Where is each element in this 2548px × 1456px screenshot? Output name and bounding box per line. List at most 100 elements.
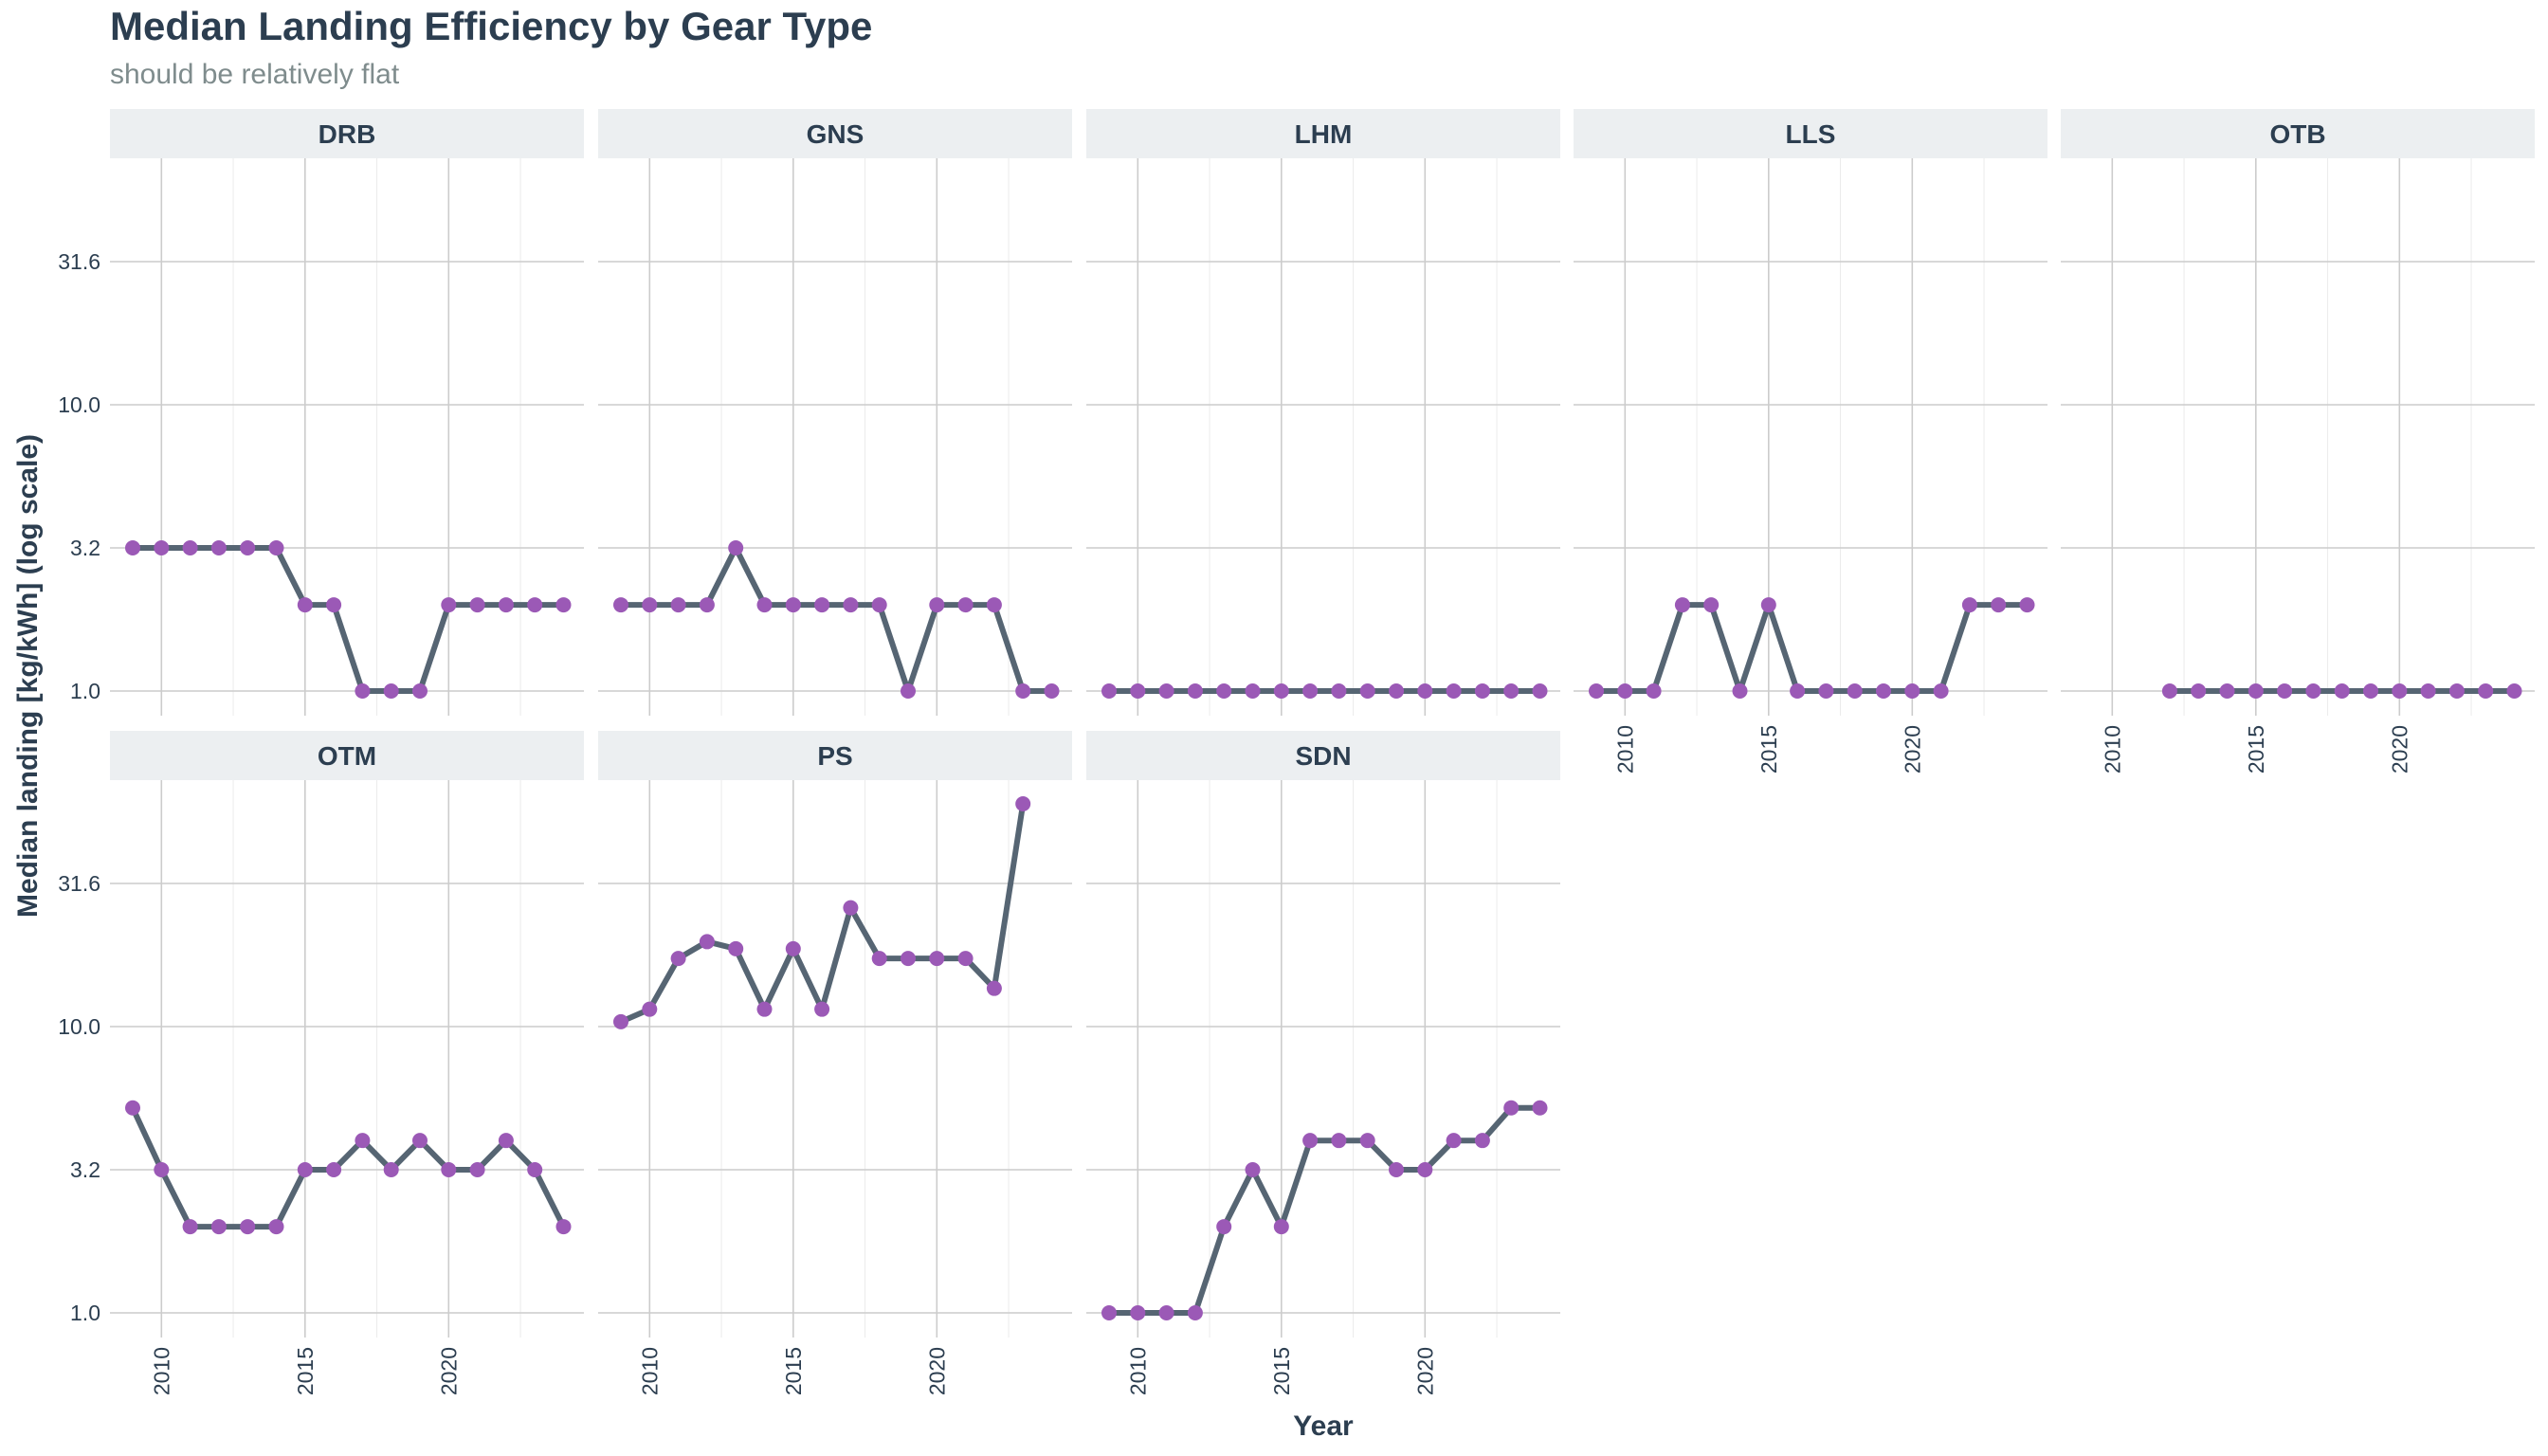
data-point bbox=[699, 597, 715, 613]
x-tick-label: 2010 bbox=[637, 1347, 662, 1395]
data-point bbox=[555, 1219, 572, 1235]
strip-ps bbox=[598, 731, 1072, 780]
data-point bbox=[1044, 683, 1060, 699]
data-point bbox=[1847, 683, 1863, 699]
data-point bbox=[1991, 597, 2007, 613]
data-point bbox=[785, 597, 801, 613]
strip-label-lls: LLS bbox=[1786, 119, 1836, 149]
data-point bbox=[240, 540, 256, 556]
data-point bbox=[1158, 683, 1174, 699]
data-point bbox=[2019, 597, 2035, 613]
data-point bbox=[1187, 683, 1203, 699]
data-point bbox=[1732, 683, 1748, 699]
data-point bbox=[2478, 683, 2494, 699]
data-point bbox=[613, 597, 628, 613]
data-point bbox=[1158, 1305, 1174, 1320]
data-point bbox=[957, 951, 974, 967]
data-point bbox=[182, 1219, 198, 1235]
data-point bbox=[1273, 1219, 1289, 1235]
strip-otm bbox=[110, 731, 584, 780]
data-point bbox=[1589, 683, 1604, 699]
data-point bbox=[2191, 683, 2207, 699]
data-point bbox=[843, 900, 859, 916]
data-point bbox=[1818, 683, 1834, 699]
strip-otb bbox=[2061, 109, 2535, 158]
data-point bbox=[756, 1001, 773, 1017]
x-tick-label: 2020 bbox=[436, 1347, 461, 1395]
data-point bbox=[929, 951, 945, 967]
data-point bbox=[1245, 1162, 1261, 1178]
data-point bbox=[986, 597, 1002, 613]
data-point bbox=[785, 940, 801, 956]
data-point bbox=[1674, 597, 1690, 613]
data-point bbox=[1130, 1305, 1146, 1320]
x-tick-label: 2015 bbox=[1756, 725, 1781, 774]
data-point bbox=[2305, 683, 2321, 699]
data-point bbox=[1216, 1219, 1232, 1235]
strip-label-drb: DRB bbox=[318, 119, 376, 149]
data-point bbox=[613, 1013, 628, 1029]
y-tick-label: 1.0 bbox=[70, 1301, 100, 1325]
data-point bbox=[1446, 683, 1462, 699]
panel-lls: LLS 2010 2015 2020 bbox=[1574, 109, 2048, 774]
y-tick-label: 10.0 bbox=[58, 392, 100, 417]
data-point bbox=[125, 540, 140, 556]
data-point bbox=[2161, 683, 2177, 699]
panel-ps: PS 2010 2015 2020 bbox=[598, 731, 1072, 1395]
panel-otm: OTM 1.0 3.2 10.0 31.6 2010 2015 2020 bbox=[58, 731, 584, 1395]
data-point bbox=[871, 951, 887, 967]
data-point bbox=[901, 683, 916, 699]
data-point bbox=[1015, 795, 1031, 811]
x-tick-label: 2010 bbox=[149, 1347, 173, 1395]
data-point bbox=[441, 1162, 457, 1178]
x-axis-title: Year bbox=[1293, 1410, 1354, 1442]
data-point bbox=[1474, 1133, 1490, 1149]
data-point bbox=[1532, 683, 1548, 699]
data-point bbox=[2248, 683, 2264, 699]
series-line-sdn bbox=[1106, 1104, 1543, 1316]
data-point bbox=[814, 1001, 830, 1017]
data-point bbox=[642, 597, 658, 613]
data-point bbox=[498, 597, 514, 613]
data-point bbox=[1187, 1305, 1203, 1320]
data-point bbox=[756, 597, 773, 613]
strip-label-otb: OTB bbox=[2269, 119, 2325, 149]
data-point bbox=[1646, 683, 1662, 699]
data-point bbox=[355, 1133, 371, 1149]
series-line-drb bbox=[130, 545, 567, 694]
series-line-otm bbox=[130, 1104, 567, 1230]
data-point bbox=[1245, 683, 1261, 699]
data-point bbox=[412, 683, 428, 699]
data-point bbox=[986, 980, 1002, 996]
data-point bbox=[670, 597, 686, 613]
data-point bbox=[2363, 683, 2378, 699]
data-point bbox=[1389, 683, 1404, 699]
data-point bbox=[814, 597, 830, 613]
panel-drb: DRB 1.0 3.2 10.0 31.6 bbox=[58, 109, 584, 716]
data-point bbox=[1760, 597, 1776, 613]
data-point bbox=[642, 1001, 658, 1017]
data-point bbox=[2219, 683, 2235, 699]
data-point bbox=[1359, 683, 1375, 699]
x-tick-label: 2015 bbox=[781, 1347, 806, 1395]
data-point bbox=[210, 1219, 227, 1235]
series-line-gns bbox=[618, 545, 1055, 694]
data-point bbox=[441, 597, 457, 613]
data-point bbox=[901, 951, 916, 967]
data-point bbox=[1216, 683, 1232, 699]
chart-title: Median Landing Efficiency by Gear Type bbox=[110, 4, 873, 48]
x-tick-label: 2020 bbox=[1412, 1347, 1437, 1395]
data-point bbox=[2420, 683, 2436, 699]
y-tick-label: 31.6 bbox=[58, 871, 100, 896]
data-point bbox=[871, 597, 887, 613]
x-tick-label: 2020 bbox=[2387, 725, 2412, 774]
y-tick-label: 1.0 bbox=[70, 679, 100, 703]
data-point bbox=[1503, 683, 1520, 699]
data-point bbox=[412, 1133, 428, 1149]
data-point bbox=[843, 597, 859, 613]
data-point bbox=[2334, 683, 2350, 699]
x-tick-label: 2015 bbox=[2244, 725, 2268, 774]
data-point bbox=[182, 540, 198, 556]
data-point bbox=[383, 683, 399, 699]
